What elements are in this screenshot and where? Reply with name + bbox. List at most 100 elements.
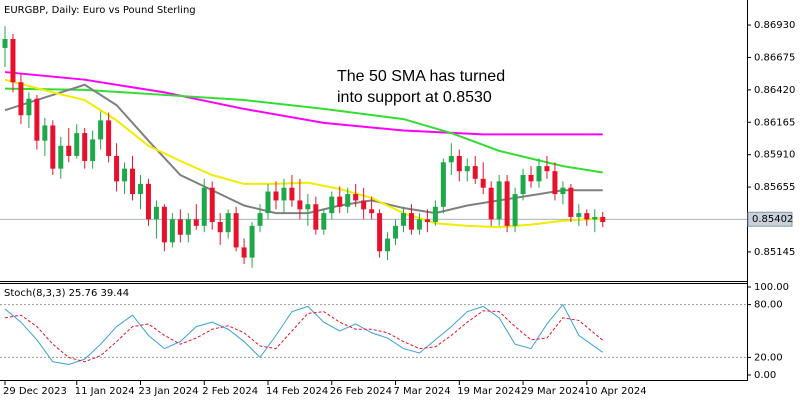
candle-body [560, 187, 566, 195]
candle-body [225, 213, 231, 233]
candle-body [353, 194, 359, 201]
candle-body [361, 200, 367, 210]
candle-body [313, 204, 319, 230]
annotation: The 50 SMA has turned [337, 68, 505, 85]
candle-body [26, 98, 32, 116]
candle-body [249, 225, 255, 258]
candle-body [177, 219, 183, 235]
candle-body [130, 168, 136, 195]
candle-body [145, 183, 151, 220]
candle-body [265, 191, 271, 214]
candle-body [2, 39, 8, 48]
candle-body [480, 178, 486, 188]
candle-body [66, 145, 72, 156]
x-tick-label: 11 Jan 2024 [75, 386, 135, 397]
candle-body [496, 181, 502, 220]
candle-body [114, 155, 120, 182]
candle-body [82, 133, 88, 162]
moving-average [4, 87, 603, 174]
candle-body [18, 82, 24, 116]
x-tick-label: 19 Mar 2024 [457, 386, 520, 397]
candle-body [321, 213, 327, 230]
candle-body [217, 222, 223, 233]
candle-body [544, 166, 550, 172]
y-tick-label: 100.00 [754, 282, 789, 293]
candle-body [106, 120, 112, 156]
candle-body [528, 175, 534, 182]
chart-title: EURGBP, Daily: Euro vs Pound Sterling [4, 5, 196, 16]
x-tick-label: 14 Feb 2024 [266, 386, 328, 397]
x-tick-label: 7 Mar 2024 [394, 386, 451, 397]
candle-body [329, 196, 335, 214]
candle-body [257, 213, 263, 226]
y-tick-label: 0.85655 [754, 182, 795, 193]
candle-body [416, 219, 422, 230]
candle-body [122, 168, 128, 182]
candle-body [185, 219, 191, 235]
candle-body [98, 120, 104, 140]
candle-body [169, 219, 175, 243]
candle-body [305, 204, 311, 210]
candle-body [432, 206, 438, 223]
candle-body [408, 213, 414, 230]
candle-body [536, 166, 542, 182]
candle-body [297, 200, 303, 210]
candle-body [74, 133, 80, 156]
candle-body [137, 183, 143, 195]
candle-body [289, 187, 295, 201]
y-tick-label: 0.86930 [754, 20, 795, 31]
x-tick-label: 29 Mar 2024 [521, 386, 584, 397]
candle-body [42, 125, 48, 141]
candle-body [520, 175, 526, 195]
candle-body [201, 187, 207, 226]
candle-body [233, 213, 239, 248]
x-tick-label: 10 Apr 2024 [585, 386, 647, 397]
candle-body [58, 145, 64, 169]
stochastic-line [4, 310, 604, 363]
candle-body [592, 216, 598, 220]
candle-body [424, 219, 430, 223]
candle-body [90, 139, 96, 162]
candle-body [241, 247, 247, 258]
x-tick-label: 29 Dec 2023 [3, 386, 67, 397]
indicator-value: 39.44 [101, 288, 130, 299]
candle-body [153, 206, 159, 220]
y-tick-label: 0.86420 [754, 85, 795, 96]
candle-body [34, 98, 40, 141]
candle-body [584, 213, 590, 220]
moving-average [4, 71, 603, 136]
candle-body [385, 238, 391, 252]
stochastic-line [4, 303, 604, 365]
y-tick-label: 20.00 [754, 352, 783, 363]
candle-body [552, 171, 558, 195]
annotation: into support at 0.8530 [337, 89, 492, 106]
x-tick-label: 23 Jan 2024 [138, 386, 198, 397]
candle-body [193, 219, 199, 226]
y-tick-label: 80.00 [754, 300, 783, 311]
moving-average [4, 78, 603, 229]
candle-body [209, 187, 215, 223]
candle-body [10, 39, 16, 83]
last-price-label: 0.85402 [752, 214, 793, 225]
candle-body [345, 194, 351, 207]
candle-body [576, 213, 582, 217]
last-price-tag [747, 211, 793, 227]
candle-body [377, 213, 383, 252]
candle-body [401, 213, 406, 226]
candle-body [512, 194, 518, 226]
candle-body [161, 206, 167, 243]
candle-body [393, 225, 399, 239]
indicator-value: 25.76 [69, 288, 98, 299]
y-tick-label: 0.85145 [754, 247, 795, 258]
candle-body [600, 216, 606, 223]
indicator-header: Stoch(8,3,3) 25.76 39.44 [4, 288, 129, 299]
candle-body [464, 166, 470, 172]
x-tick-label: 2 Feb 2024 [202, 386, 258, 397]
candle-body [448, 155, 454, 163]
candle-body [337, 196, 343, 207]
candle-body [568, 187, 574, 217]
x-tick-label: 26 Feb 2024 [330, 386, 392, 397]
candle-body [273, 191, 279, 201]
